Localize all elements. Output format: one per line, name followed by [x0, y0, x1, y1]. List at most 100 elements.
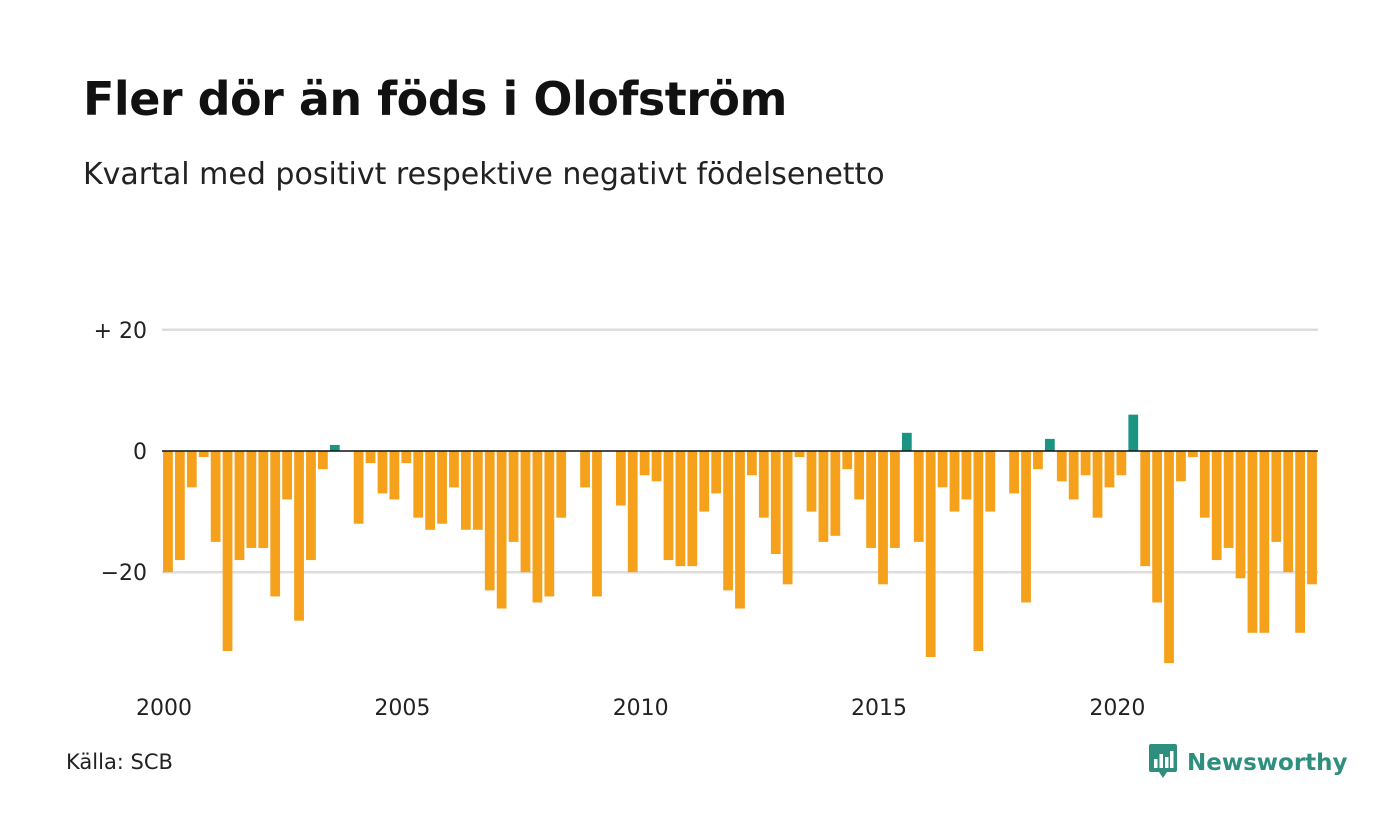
bar-negative — [782, 451, 793, 585]
bar-negative — [425, 451, 436, 530]
bar-negative — [556, 451, 567, 518]
chart-title: Fler dör än föds i Olofström — [83, 72, 787, 126]
bar-negative — [1068, 451, 1079, 500]
bar-negative — [615, 451, 626, 506]
bar-negative — [794, 451, 805, 458]
bar-negative — [174, 451, 185, 561]
bar-negative — [353, 451, 364, 524]
source-note: Källa: SCB — [66, 750, 173, 774]
bar-positive — [901, 432, 912, 451]
x-tick-label: 2000 — [136, 696, 192, 721]
bar-negative — [532, 451, 543, 603]
bar-negative — [1187, 451, 1198, 458]
bar-negative — [210, 451, 221, 542]
bar-negative — [1211, 451, 1222, 561]
bar-negative — [508, 451, 519, 542]
bar-negative — [961, 451, 972, 500]
bar-negative — [1152, 451, 1162, 603]
y-tick-label: + 20 — [94, 319, 147, 344]
bar-negative — [1056, 451, 1067, 482]
bar-negative — [246, 451, 257, 548]
bar-negative — [437, 451, 447, 524]
bar-layer — [163, 414, 1317, 664]
bar-negative — [973, 451, 984, 651]
x-tick-label: 2020 — [1089, 696, 1145, 721]
bar-negative — [1295, 451, 1306, 633]
bar-negative — [580, 451, 590, 488]
bar-negative — [496, 451, 507, 609]
bar-negative — [449, 451, 459, 488]
bar-negative — [806, 451, 817, 512]
bar-negative — [222, 451, 233, 651]
bar-negative — [1033, 451, 1043, 470]
newsworthy-bar-chart-logo-icon — [1148, 743, 1178, 783]
bar-negative — [1092, 451, 1103, 518]
bar-negative — [663, 451, 674, 561]
bar-negative — [878, 451, 888, 585]
bar-negative — [747, 451, 757, 476]
bar-negative — [401, 451, 412, 464]
bar-negative — [699, 451, 710, 512]
bar-negative — [1307, 451, 1317, 585]
bar-negative — [1140, 451, 1151, 567]
bar-negative — [639, 451, 650, 476]
bar-negative — [925, 451, 936, 658]
bar-negative — [818, 451, 829, 542]
bar-positive — [329, 444, 340, 451]
bar-negative — [186, 451, 197, 488]
bar-negative — [1271, 451, 1282, 542]
bar-negative — [1283, 451, 1294, 573]
bar-negative — [258, 451, 269, 548]
bar-negative — [163, 451, 173, 573]
bar-negative — [472, 451, 483, 530]
bar-negative — [1247, 451, 1258, 633]
bar-negative — [675, 451, 686, 567]
bar-negative — [365, 451, 376, 464]
y-tick-label: 0 — [133, 440, 147, 465]
bar-negative — [687, 451, 698, 567]
bar-negative — [461, 451, 471, 530]
bar-negative — [1080, 451, 1091, 476]
bar-negative — [1199, 451, 1210, 518]
bar-negative — [1104, 451, 1115, 488]
bar-negative — [854, 451, 865, 500]
bar-negative — [866, 451, 876, 548]
label-layer: + 20 0 −20 2000 2005 2010 2015 2020 — [94, 319, 1146, 721]
bar-negative — [985, 451, 996, 512]
bar-negative — [282, 451, 293, 500]
bar-negative — [842, 451, 853, 470]
bar-negative — [1009, 451, 1019, 494]
x-tick-label: 2010 — [613, 696, 669, 721]
bar-negative — [520, 451, 531, 573]
y-tick-label: −20 — [101, 561, 147, 586]
bar-negative — [1223, 451, 1234, 548]
bar-negative — [1164, 451, 1174, 664]
bar-negative — [484, 451, 495, 591]
bar-negative — [1116, 451, 1127, 476]
bar-negative — [413, 451, 424, 518]
bar-negative — [735, 451, 745, 609]
bar-negative — [651, 451, 662, 482]
bar-negative — [544, 451, 555, 597]
newsworthy-logo[interactable]: Newsworthy — [1148, 743, 1348, 783]
bar-negative — [770, 451, 781, 555]
bar-negative — [711, 451, 722, 494]
bar-positive — [1044, 438, 1055, 451]
bar-negative — [1021, 451, 1031, 603]
bar-negative — [1259, 451, 1270, 633]
bar-chart: + 20 0 −20 2000 2005 2010 2015 2020 — [94, 319, 1318, 721]
bar-negative — [198, 451, 209, 458]
bar-negative — [937, 451, 948, 488]
bar-negative — [913, 451, 924, 542]
bar-negative — [234, 451, 245, 561]
chart-subtitle: Kvartal med positivt respektive negativt… — [83, 157, 885, 192]
bar-negative — [1235, 451, 1246, 579]
bar-negative — [890, 451, 900, 548]
bar-negative — [294, 451, 304, 621]
bar-negative — [389, 451, 400, 500]
bar-negative — [627, 451, 638, 573]
bar-negative — [1176, 451, 1186, 482]
bar-negative — [270, 451, 281, 597]
bar-positive — [1128, 414, 1139, 451]
bar-negative — [758, 451, 769, 518]
